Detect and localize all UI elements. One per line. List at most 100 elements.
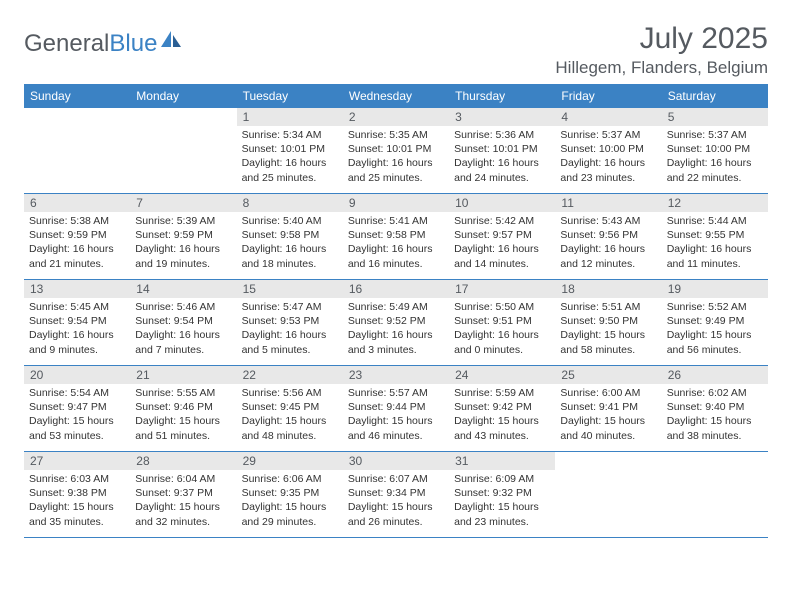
day-number: 5 — [662, 108, 768, 126]
day-body: Sunrise: 5:52 AMSunset: 9:49 PMDaylight:… — [662, 298, 768, 361]
sunset-line: Sunset: 10:00 PM — [667, 142, 763, 156]
day-number: 23 — [343, 366, 449, 384]
weekday-header: Thursday — [449, 85, 555, 108]
day-number: 16 — [343, 280, 449, 298]
sunset-line: Sunset: 9:59 PM — [29, 228, 125, 242]
sunset-line: Sunset: 9:41 PM — [560, 400, 656, 414]
day-number: 25 — [555, 366, 661, 384]
daylight-line: Daylight: 15 hours and 29 minutes. — [242, 500, 338, 528]
day-number: 4 — [555, 108, 661, 126]
sunset-line: Sunset: 10:01 PM — [454, 142, 550, 156]
daylight-line: Daylight: 16 hours and 5 minutes. — [242, 328, 338, 356]
day-number: 30 — [343, 452, 449, 470]
sunrise-line: Sunrise: 6:00 AM — [560, 386, 656, 400]
daylight-line: Daylight: 15 hours and 48 minutes. — [242, 414, 338, 442]
calendar-cell: 23Sunrise: 5:57 AMSunset: 9:44 PMDayligh… — [343, 366, 449, 452]
day-body: Sunrise: 5:44 AMSunset: 9:55 PMDaylight:… — [662, 212, 768, 275]
day-body: Sunrise: 5:49 AMSunset: 9:52 PMDaylight:… — [343, 298, 449, 361]
logo-word-blue: Blue — [109, 30, 157, 57]
day-number: 14 — [130, 280, 236, 298]
day-number: 7 — [130, 194, 236, 212]
calendar-cell: 19Sunrise: 5:52 AMSunset: 9:49 PMDayligh… — [662, 280, 768, 366]
day-number: 17 — [449, 280, 555, 298]
weekday-header: Sunday — [24, 85, 130, 108]
calendar-cell: 16Sunrise: 5:49 AMSunset: 9:52 PMDayligh… — [343, 280, 449, 366]
weekday-header: Saturday — [662, 85, 768, 108]
sunrise-line: Sunrise: 5:34 AM — [242, 128, 338, 142]
daylight-line: Daylight: 15 hours and 58 minutes. — [560, 328, 656, 356]
weekday-header: Tuesday — [237, 85, 343, 108]
day-number: 31 — [449, 452, 555, 470]
day-number: 28 — [130, 452, 236, 470]
calendar-cell: 21Sunrise: 5:55 AMSunset: 9:46 PMDayligh… — [130, 366, 236, 452]
day-number: 9 — [343, 194, 449, 212]
sunset-line: Sunset: 9:54 PM — [135, 314, 231, 328]
daylight-line: Daylight: 16 hours and 14 minutes. — [454, 242, 550, 270]
calendar-cell: 6Sunrise: 5:38 AMSunset: 9:59 PMDaylight… — [24, 194, 130, 280]
calendar-cell: 8Sunrise: 5:40 AMSunset: 9:58 PMDaylight… — [237, 194, 343, 280]
calendar-cell: 27Sunrise: 6:03 AMSunset: 9:38 PMDayligh… — [24, 452, 130, 538]
calendar-cell — [24, 108, 130, 194]
calendar-cell: 29Sunrise: 6:06 AMSunset: 9:35 PMDayligh… — [237, 452, 343, 538]
daylight-line: Daylight: 16 hours and 7 minutes. — [135, 328, 231, 356]
sunset-line: Sunset: 9:58 PM — [242, 228, 338, 242]
day-body: Sunrise: 5:40 AMSunset: 9:58 PMDaylight:… — [237, 212, 343, 275]
day-number: 12 — [662, 194, 768, 212]
day-body: Sunrise: 5:57 AMSunset: 9:44 PMDaylight:… — [343, 384, 449, 447]
day-number: 6 — [24, 194, 130, 212]
calendar-cell: 14Sunrise: 5:46 AMSunset: 9:54 PMDayligh… — [130, 280, 236, 366]
daylight-line: Daylight: 16 hours and 25 minutes. — [348, 156, 444, 184]
sunrise-line: Sunrise: 5:47 AM — [242, 300, 338, 314]
calendar-cell: 15Sunrise: 5:47 AMSunset: 9:53 PMDayligh… — [237, 280, 343, 366]
daylight-line: Daylight: 16 hours and 9 minutes. — [29, 328, 125, 356]
daylight-line: Daylight: 16 hours and 18 minutes. — [242, 242, 338, 270]
calendar-cell: 24Sunrise: 5:59 AMSunset: 9:42 PMDayligh… — [449, 366, 555, 452]
daylight-line: Daylight: 15 hours and 56 minutes. — [667, 328, 763, 356]
calendar-cell: 1Sunrise: 5:34 AMSunset: 10:01 PMDayligh… — [237, 108, 343, 194]
calendar-cell: 25Sunrise: 6:00 AMSunset: 9:41 PMDayligh… — [555, 366, 661, 452]
sunset-line: Sunset: 9:51 PM — [454, 314, 550, 328]
daylight-line: Daylight: 16 hours and 3 minutes. — [348, 328, 444, 356]
logo: GeneralBlue — [24, 22, 183, 58]
day-body: Sunrise: 5:38 AMSunset: 9:59 PMDaylight:… — [24, 212, 130, 275]
sunrise-line: Sunrise: 5:38 AM — [29, 214, 125, 228]
daylight-line: Daylight: 16 hours and 12 minutes. — [560, 242, 656, 270]
day-body: Sunrise: 6:09 AMSunset: 9:32 PMDaylight:… — [449, 470, 555, 533]
weekday-header: Wednesday — [343, 85, 449, 108]
day-body: Sunrise: 5:54 AMSunset: 9:47 PMDaylight:… — [24, 384, 130, 447]
day-number: 27 — [24, 452, 130, 470]
calendar-cell: 5Sunrise: 5:37 AMSunset: 10:00 PMDayligh… — [662, 108, 768, 194]
logo-text: GeneralBlue — [24, 30, 157, 58]
day-number: 10 — [449, 194, 555, 212]
day-number: 19 — [662, 280, 768, 298]
calendar-week-row: 13Sunrise: 5:45 AMSunset: 9:54 PMDayligh… — [24, 280, 768, 366]
daylight-line: Daylight: 16 hours and 23 minutes. — [560, 156, 656, 184]
sunset-line: Sunset: 9:55 PM — [667, 228, 763, 242]
daylight-line: Daylight: 15 hours and 53 minutes. — [29, 414, 125, 442]
sunrise-line: Sunrise: 6:06 AM — [242, 472, 338, 486]
sunset-line: Sunset: 9:46 PM — [135, 400, 231, 414]
daylight-line: Daylight: 16 hours and 25 minutes. — [242, 156, 338, 184]
day-body: Sunrise: 5:42 AMSunset: 9:57 PMDaylight:… — [449, 212, 555, 275]
sunrise-line: Sunrise: 5:50 AM — [454, 300, 550, 314]
day-number: 3 — [449, 108, 555, 126]
sunset-line: Sunset: 9:56 PM — [560, 228, 656, 242]
day-body: Sunrise: 6:04 AMSunset: 9:37 PMDaylight:… — [130, 470, 236, 533]
sunset-line: Sunset: 9:34 PM — [348, 486, 444, 500]
sunrise-line: Sunrise: 5:40 AM — [242, 214, 338, 228]
daylight-line: Daylight: 15 hours and 23 minutes. — [454, 500, 550, 528]
calendar-cell: 12Sunrise: 5:44 AMSunset: 9:55 PMDayligh… — [662, 194, 768, 280]
sunset-line: Sunset: 10:01 PM — [348, 142, 444, 156]
sunset-line: Sunset: 9:35 PM — [242, 486, 338, 500]
day-body: Sunrise: 5:37 AMSunset: 10:00 PMDaylight… — [555, 126, 661, 189]
daylight-line: Daylight: 15 hours and 51 minutes. — [135, 414, 231, 442]
daylight-line: Daylight: 16 hours and 11 minutes. — [667, 242, 763, 270]
day-body: Sunrise: 6:00 AMSunset: 9:41 PMDaylight:… — [555, 384, 661, 447]
daylight-line: Daylight: 15 hours and 35 minutes. — [29, 500, 125, 528]
calendar-cell: 30Sunrise: 6:07 AMSunset: 9:34 PMDayligh… — [343, 452, 449, 538]
month-title: July 2025 — [555, 22, 768, 56]
sunset-line: Sunset: 9:40 PM — [667, 400, 763, 414]
sunrise-line: Sunrise: 5:43 AM — [560, 214, 656, 228]
sunset-line: Sunset: 9:57 PM — [454, 228, 550, 242]
sunset-line: Sunset: 9:53 PM — [242, 314, 338, 328]
